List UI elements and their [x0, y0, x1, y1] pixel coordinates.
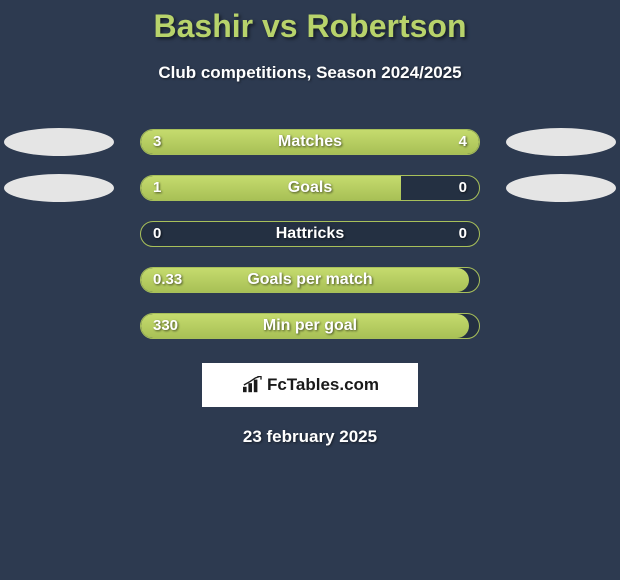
stat-value-left: 0.33	[153, 271, 182, 288]
player-left-oval	[4, 128, 114, 156]
stat-label: Min per goal	[141, 317, 479, 335]
subtitle: Club competitions, Season 2024/2025	[0, 63, 620, 83]
stat-bar-track: Hattricks0 0	[140, 221, 480, 247]
stat-label: Matches	[141, 133, 479, 151]
player-right-oval	[506, 174, 616, 202]
stat-bar-track: Goals per match0.33	[140, 267, 480, 293]
player-right-oval	[506, 128, 616, 156]
stat-bar-track: Matches3 4	[140, 129, 480, 155]
stat-value-right: 0	[459, 225, 467, 242]
stat-value-right: 4	[459, 133, 467, 150]
stat-bar-track: Min per goal330	[140, 313, 480, 339]
stat-value-left: 330	[153, 317, 178, 334]
stat-value-right: 0	[459, 179, 467, 196]
stat-row: Min per goal330	[0, 309, 620, 355]
stat-value-left: 1	[153, 179, 161, 196]
page-title: Bashir vs Robertson	[0, 8, 620, 45]
stat-label: Goals	[141, 179, 479, 197]
stat-row: Hattricks0 0	[0, 217, 620, 263]
date-text: 23 february 2025	[0, 427, 620, 447]
stat-label: Goals per match	[141, 271, 479, 289]
stat-value-left: 0	[153, 225, 161, 242]
stat-bar-track: Goals1 0	[140, 175, 480, 201]
stat-row: Goals per match0.33	[0, 263, 620, 309]
brand-badge[interactable]: FcTables.com	[202, 363, 418, 407]
comparison-card: Bashir vs Robertson Club competitions, S…	[0, 0, 620, 447]
stat-value-left: 3	[153, 133, 161, 150]
stat-row: Goals1 0	[0, 171, 620, 217]
brand-text: FcTables.com	[267, 375, 379, 395]
player-left-oval	[4, 174, 114, 202]
brand-chart-icon	[241, 376, 263, 394]
stat-label: Hattricks	[141, 225, 479, 243]
stat-row: Matches3 4	[0, 125, 620, 171]
